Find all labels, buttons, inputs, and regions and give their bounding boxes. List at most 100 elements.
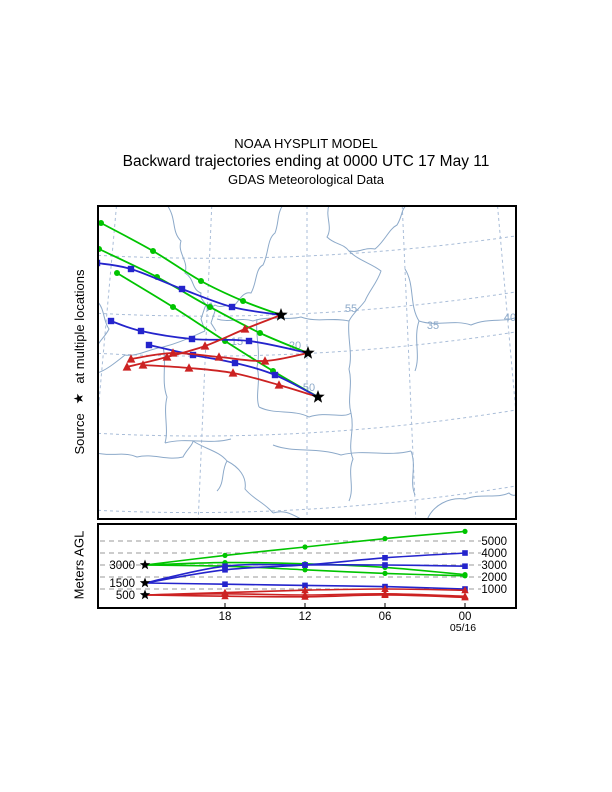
map-outline — [418, 316, 517, 326]
graticule-line — [97, 205, 118, 430]
map-trajectory-blue — [110, 320, 309, 354]
square-trajectory-marker — [228, 303, 236, 311]
square-trajectory-marker — [382, 555, 388, 561]
graticule-label: 55 — [345, 303, 357, 315]
square-trajectory-marker — [462, 550, 468, 556]
circle-trajectory-marker — [462, 528, 468, 534]
triangle-trajectory-marker — [126, 354, 136, 363]
square-trajectory-marker — [245, 337, 253, 345]
source-star — [274, 308, 288, 321]
triangle-trajectory-marker — [461, 593, 469, 601]
circle-trajectory-marker — [150, 248, 156, 254]
map-trajectory-green — [116, 272, 319, 398]
triangle-trajectory-marker — [240, 324, 250, 333]
map-outline — [326, 205, 408, 252]
graticule-label: 15 — [231, 336, 243, 348]
triangle-trajectory-marker — [381, 591, 389, 598]
source-label-suffix: at multiple locations — [71, 269, 87, 384]
graticule-line — [97, 331, 517, 357]
plot-title: Backward trajectories ending at 0000 UTC… — [122, 153, 490, 170]
triangle-trajectory-marker — [162, 352, 172, 361]
source-axis-label: Source ★ at multiple locations — [71, 269, 87, 454]
triangle-trajectory-marker — [274, 380, 284, 389]
triangle-trajectory-marker — [260, 356, 270, 365]
graticule-line — [97, 291, 517, 317]
meters-agl-axis-label: Meters AGL — [71, 530, 87, 600]
time-tick-label: 00 — [459, 611, 472, 623]
triangle-trajectory-marker — [228, 368, 238, 377]
circle-trajectory-marker — [302, 544, 308, 550]
triangle-trajectory-marker — [168, 348, 178, 357]
time-tick-label: 06 — [379, 611, 392, 623]
square-trajectory-marker — [137, 327, 145, 335]
square-trajectory-marker — [145, 341, 153, 349]
triangle-trajectory-marker — [138, 360, 148, 369]
square-trajectory-marker — [222, 581, 228, 587]
map-outline — [256, 318, 260, 408]
square-trajectory-marker — [231, 359, 239, 367]
square-trajectory-marker — [222, 563, 228, 569]
map-outline — [348, 320, 352, 414]
start-height-star — [139, 589, 151, 600]
square-trajectory-marker — [178, 285, 186, 293]
map-outline — [192, 440, 274, 514]
circle-trajectory-marker — [98, 220, 104, 226]
map-outline — [164, 438, 232, 444]
source-label-text: Source — [71, 413, 87, 455]
square-trajectory-marker — [188, 335, 196, 343]
circle-trajectory-marker — [382, 570, 388, 576]
square-trajectory-marker — [382, 562, 388, 568]
height-panel-border — [97, 523, 517, 609]
circle-trajectory-marker — [198, 278, 204, 284]
map-outline — [97, 300, 110, 348]
start-height-label: 1500 — [109, 578, 135, 590]
map-border — [97, 205, 517, 520]
square-trajectory-marker — [302, 562, 308, 568]
triangle-trajectory-marker — [184, 363, 194, 372]
square-trajectory-marker — [462, 563, 468, 569]
square-trajectory-marker — [271, 371, 279, 379]
triangle-trajectory-marker — [200, 341, 210, 350]
height-grid-label: 4000 — [481, 548, 507, 560]
graticule-line — [97, 235, 517, 259]
circle-trajectory-marker — [240, 298, 246, 304]
start-height-label: 3000 — [109, 560, 135, 572]
triangle-trajectory-marker — [461, 586, 469, 594]
height-grid-label: 5000 — [481, 536, 507, 548]
circle-trajectory-marker — [462, 572, 468, 578]
start-height-label: 500 — [116, 590, 135, 602]
height-grid-label: 1000 — [481, 584, 507, 596]
map-outline — [216, 460, 228, 492]
map-outline — [97, 440, 194, 459]
triangle-trajectory-marker — [221, 592, 229, 600]
date-label: 05/16 — [450, 622, 476, 634]
triangle-trajectory-marker — [381, 585, 389, 592]
map-outline — [410, 450, 416, 496]
start-height-star — [139, 577, 151, 588]
triangle-trajectory-marker — [301, 586, 309, 594]
triangle-trajectory-marker — [301, 592, 309, 600]
map-outline — [166, 205, 284, 313]
square-trajectory-marker — [302, 582, 308, 589]
graticule-label: 35 — [427, 320, 439, 332]
model-name: NOAA HYSPLIT MODEL — [234, 136, 378, 151]
circle-trajectory-marker — [170, 304, 176, 310]
map-outline — [348, 412, 354, 502]
source-star-icon: ★ — [71, 392, 86, 405]
map-outline — [200, 302, 217, 332]
met-data-subtitle: GDAS Meteorological Data — [227, 172, 385, 187]
start-height-star — [139, 559, 151, 570]
triangle-trajectory-marker — [214, 352, 224, 361]
square-trajectory-marker — [127, 265, 135, 273]
graticule-line — [197, 205, 213, 520]
square-trajectory-marker — [222, 567, 228, 573]
title-block: NOAA HYSPLIT MODEL Backward trajectories… — [0, 136, 612, 188]
map-outline — [272, 444, 412, 456]
circle-trajectory-marker — [222, 552, 228, 558]
circle-trajectory-marker — [207, 304, 213, 310]
graticule-label: 40 — [504, 312, 516, 324]
source-star — [301, 346, 315, 359]
time-tick-label: 12 — [299, 611, 312, 623]
square-trajectory-marker — [107, 317, 115, 325]
map-outline — [426, 492, 517, 520]
